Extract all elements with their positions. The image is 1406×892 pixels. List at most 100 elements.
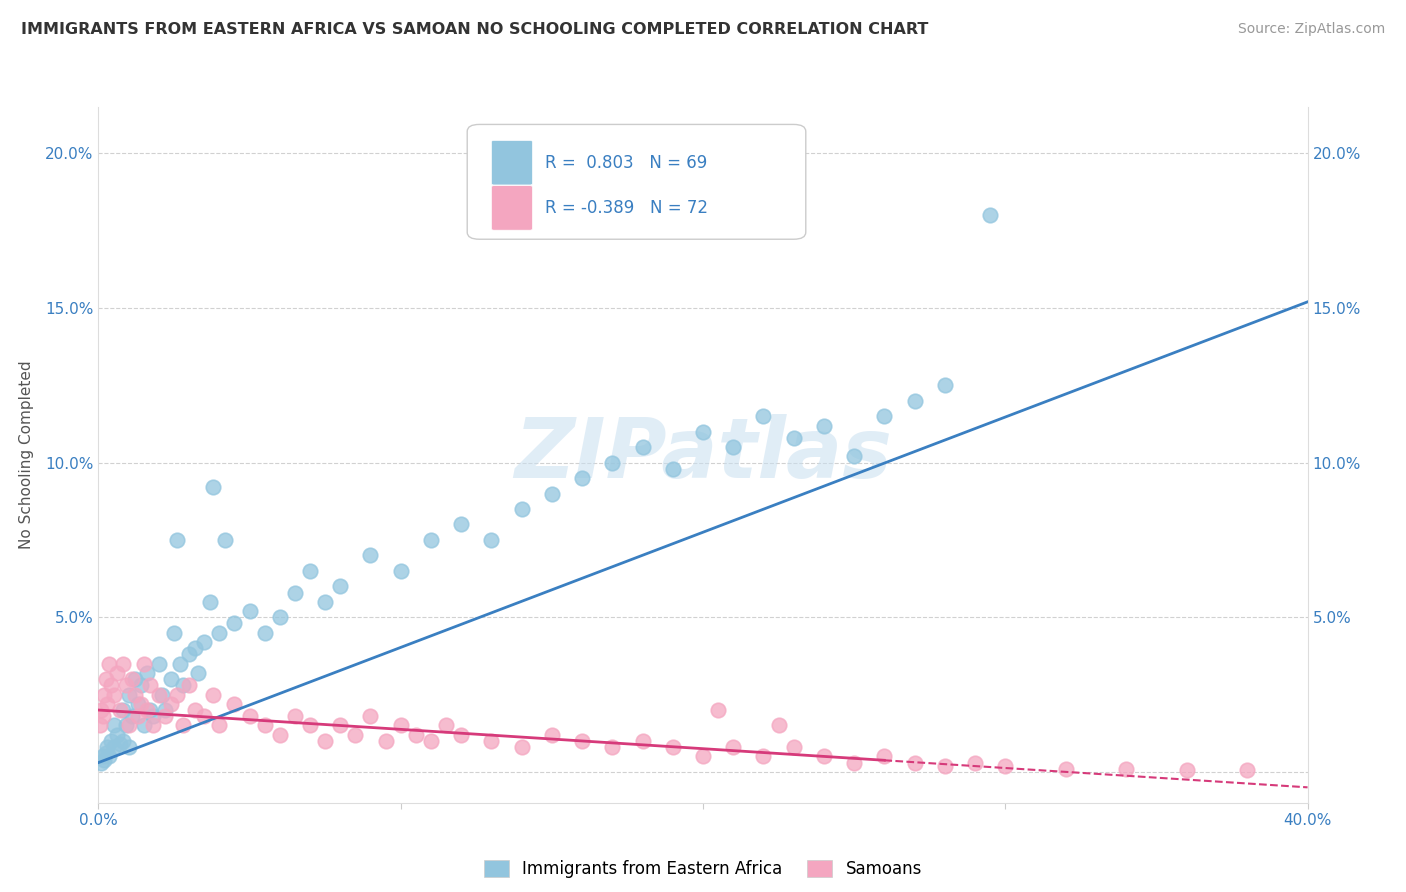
Point bbox=[118, 718, 141, 732]
Point bbox=[510, 502, 533, 516]
Point bbox=[129, 697, 152, 711]
Point bbox=[124, 688, 146, 702]
Point bbox=[541, 486, 564, 500]
Text: R =  0.803   N = 69: R = 0.803 N = 69 bbox=[544, 153, 707, 171]
Point bbox=[752, 409, 775, 424]
Point bbox=[172, 718, 194, 732]
Point bbox=[94, 747, 117, 761]
Point bbox=[602, 456, 624, 470]
Point bbox=[135, 703, 157, 717]
Point bbox=[108, 737, 131, 751]
Point bbox=[965, 756, 987, 770]
Point bbox=[108, 703, 131, 717]
FancyBboxPatch shape bbox=[492, 140, 533, 185]
Point bbox=[571, 734, 593, 748]
Point bbox=[132, 657, 155, 671]
Point bbox=[129, 678, 152, 692]
Point bbox=[269, 610, 291, 624]
Point bbox=[96, 740, 118, 755]
Point bbox=[434, 718, 457, 732]
Point bbox=[163, 625, 186, 640]
Point bbox=[179, 648, 201, 662]
Point bbox=[692, 425, 714, 439]
Point bbox=[752, 749, 775, 764]
Point bbox=[723, 440, 745, 454]
Point bbox=[91, 749, 114, 764]
Y-axis label: No Schooling Completed: No Schooling Completed bbox=[20, 360, 34, 549]
Point bbox=[239, 604, 262, 618]
Point bbox=[139, 703, 162, 717]
Point bbox=[160, 672, 183, 686]
Point bbox=[571, 471, 593, 485]
Point bbox=[111, 703, 134, 717]
FancyBboxPatch shape bbox=[467, 125, 806, 239]
Point bbox=[844, 450, 866, 464]
Point bbox=[844, 756, 866, 770]
Point bbox=[662, 740, 685, 755]
Point bbox=[314, 595, 336, 609]
Point bbox=[329, 718, 352, 732]
Point bbox=[1054, 762, 1077, 776]
Point bbox=[269, 728, 291, 742]
Point bbox=[103, 740, 125, 755]
Point bbox=[121, 709, 143, 723]
Text: IMMIGRANTS FROM EASTERN AFRICA VS SAMOAN NO SCHOOLING COMPLETED CORRELATION CHAR: IMMIGRANTS FROM EASTERN AFRICA VS SAMOAN… bbox=[21, 22, 928, 37]
Point bbox=[994, 758, 1017, 772]
Point bbox=[187, 665, 209, 680]
Point bbox=[904, 756, 927, 770]
Point bbox=[314, 734, 336, 748]
FancyBboxPatch shape bbox=[492, 186, 533, 230]
Point bbox=[114, 678, 136, 692]
Point bbox=[723, 740, 745, 755]
Point bbox=[93, 752, 115, 766]
Point bbox=[360, 549, 382, 563]
Point bbox=[1236, 764, 1258, 778]
Point bbox=[208, 718, 231, 732]
Point bbox=[631, 440, 654, 454]
Point bbox=[96, 697, 118, 711]
Point bbox=[90, 756, 112, 770]
Point bbox=[541, 728, 564, 742]
Point bbox=[150, 688, 173, 702]
Point bbox=[124, 672, 146, 686]
Point bbox=[179, 678, 201, 692]
Point bbox=[148, 657, 170, 671]
Point bbox=[121, 672, 143, 686]
Point bbox=[284, 709, 307, 723]
Point bbox=[783, 740, 806, 755]
Point bbox=[450, 517, 472, 532]
Text: ZIPatlas: ZIPatlas bbox=[515, 415, 891, 495]
Point bbox=[142, 709, 165, 723]
Point bbox=[979, 208, 1001, 222]
Point bbox=[934, 378, 956, 392]
Point bbox=[253, 625, 276, 640]
Point bbox=[692, 749, 714, 764]
Point bbox=[344, 728, 367, 742]
Point bbox=[118, 688, 141, 702]
Point bbox=[1175, 764, 1198, 778]
Point bbox=[768, 718, 790, 732]
Point bbox=[105, 728, 128, 742]
Point bbox=[193, 635, 215, 649]
Point bbox=[707, 703, 730, 717]
Point bbox=[299, 718, 322, 732]
Point bbox=[100, 678, 122, 692]
Point bbox=[148, 688, 170, 702]
Point bbox=[813, 749, 835, 764]
Point bbox=[202, 688, 225, 702]
Point bbox=[103, 688, 125, 702]
Point bbox=[127, 709, 149, 723]
Point bbox=[127, 697, 149, 711]
Point bbox=[91, 709, 114, 723]
Point bbox=[873, 749, 896, 764]
Point bbox=[214, 533, 236, 547]
Point bbox=[89, 718, 111, 732]
Point bbox=[253, 718, 276, 732]
Legend: Immigrants from Eastern Africa, Samoans: Immigrants from Eastern Africa, Samoans bbox=[477, 854, 929, 885]
Point bbox=[389, 564, 412, 578]
Point bbox=[813, 418, 835, 433]
Point bbox=[118, 740, 141, 755]
Point bbox=[90, 703, 112, 717]
Point bbox=[1115, 762, 1137, 776]
Text: R = -0.389   N = 72: R = -0.389 N = 72 bbox=[544, 199, 707, 217]
